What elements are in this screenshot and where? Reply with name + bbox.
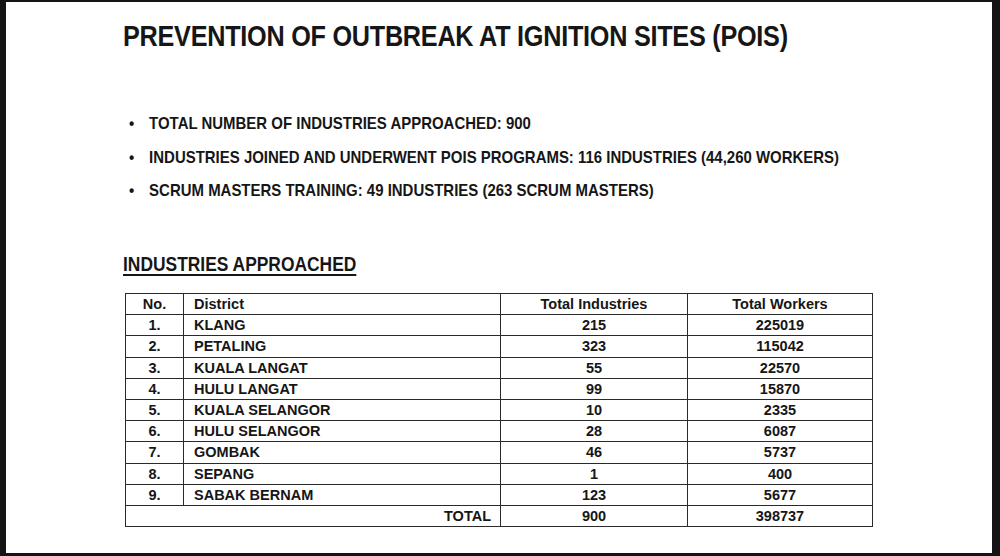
- district-cell: KUALA LANGAT: [184, 357, 501, 378]
- row-number-cell: 7.: [126, 442, 184, 463]
- workers-cell: 115042: [688, 336, 873, 357]
- column-header-industries: Total Industries: [501, 294, 688, 315]
- right-frame-bar: [992, 0, 1000, 556]
- table-row: 7. GOMBAK 46 5737: [126, 442, 873, 463]
- district-cell: HULU SELANGOR: [184, 421, 501, 442]
- workers-cell: 15870: [688, 378, 873, 399]
- district-cell: KLANG: [184, 315, 501, 336]
- district-cell: PETALING: [184, 336, 501, 357]
- left-frame-bar: [0, 0, 6, 556]
- row-number-cell: 2.: [126, 336, 184, 357]
- workers-cell: 5737: [688, 442, 873, 463]
- total-workers-cell: 398737: [688, 506, 873, 527]
- industries-cell: 215: [501, 315, 688, 336]
- industries-cell: 323: [501, 336, 688, 357]
- industries-cell: 46: [501, 442, 688, 463]
- industries-cell: 28: [501, 421, 688, 442]
- column-header-no: No.: [126, 294, 184, 315]
- industries-cell: 10: [501, 400, 688, 421]
- summary-bullet-list: TOTAL NUMBER OF INDUSTRIES APPROACHED: 9…: [128, 116, 936, 217]
- page-title: PREVENTION OF OUTBREAK AT IGNITION SITES…: [123, 20, 788, 53]
- row-number-cell: 9.: [126, 484, 184, 505]
- workers-cell: 400: [688, 463, 873, 484]
- bullet-industries-joined-pois: INDUSTRIES JOINED AND UNDERWENT POIS PRO…: [128, 150, 839, 166]
- row-number-cell: 5.: [126, 400, 184, 421]
- table-row: 3. KUALA LANGAT 55 22570: [126, 357, 873, 378]
- top-frame-bar: [0, 0, 1000, 2]
- bullet-total-industries-approached: TOTAL NUMBER OF INDUSTRIES APPROACHED: 9…: [128, 116, 839, 132]
- table-row: 1. KLANG 215 225019: [126, 315, 873, 336]
- industries-cell: 55: [501, 357, 688, 378]
- workers-cell: 2335: [688, 400, 873, 421]
- total-label-cell: TOTAL: [126, 506, 501, 527]
- industries-cell: 123: [501, 484, 688, 505]
- row-number-cell: 1.: [126, 315, 184, 336]
- column-header-workers: Total Workers: [688, 294, 873, 315]
- table-row: 5. KUALA SELANGOR 10 2335: [126, 400, 873, 421]
- district-cell: GOMBAK: [184, 442, 501, 463]
- district-cell: HULU LANGAT: [184, 378, 501, 399]
- section-title: INDUSTRIES APPROACHED: [123, 253, 356, 276]
- table-row: 6. HULU SELANGOR 28 6087: [126, 421, 873, 442]
- district-cell: KUALA SELANGOR: [184, 400, 501, 421]
- row-number-cell: 3.: [126, 357, 184, 378]
- workers-cell: 5677: [688, 484, 873, 505]
- table-row: 9. SABAK BERNAM 123 5677: [126, 484, 873, 505]
- row-number-cell: 4.: [126, 378, 184, 399]
- workers-cell: 225019: [688, 315, 873, 336]
- industries-cell: 1: [501, 463, 688, 484]
- row-number-cell: 6.: [126, 421, 184, 442]
- bullet-scrum-masters-training: SCRUM MASTERS TRAINING: 49 INDUSTRIES (2…: [128, 183, 839, 199]
- table-row: 8. SEPANG 1 400: [126, 463, 873, 484]
- row-number-cell: 8.: [126, 463, 184, 484]
- table-row: 2. PETALING 323 115042: [126, 336, 873, 357]
- workers-cell: 6087: [688, 421, 873, 442]
- district-cell: SABAK BERNAM: [184, 484, 501, 505]
- table-header-row: No. District Total Industries Total Work…: [126, 294, 873, 315]
- workers-cell: 22570: [688, 357, 873, 378]
- industries-cell: 99: [501, 378, 688, 399]
- column-header-district: District: [184, 294, 501, 315]
- total-industries-cell: 900: [501, 506, 688, 527]
- district-cell: SEPANG: [184, 463, 501, 484]
- table-row: 4. HULU LANGAT 99 15870: [126, 378, 873, 399]
- table-total-row: TOTAL 900 398737: [126, 506, 873, 527]
- industries-approached-table: No. District Total Industries Total Work…: [125, 293, 873, 527]
